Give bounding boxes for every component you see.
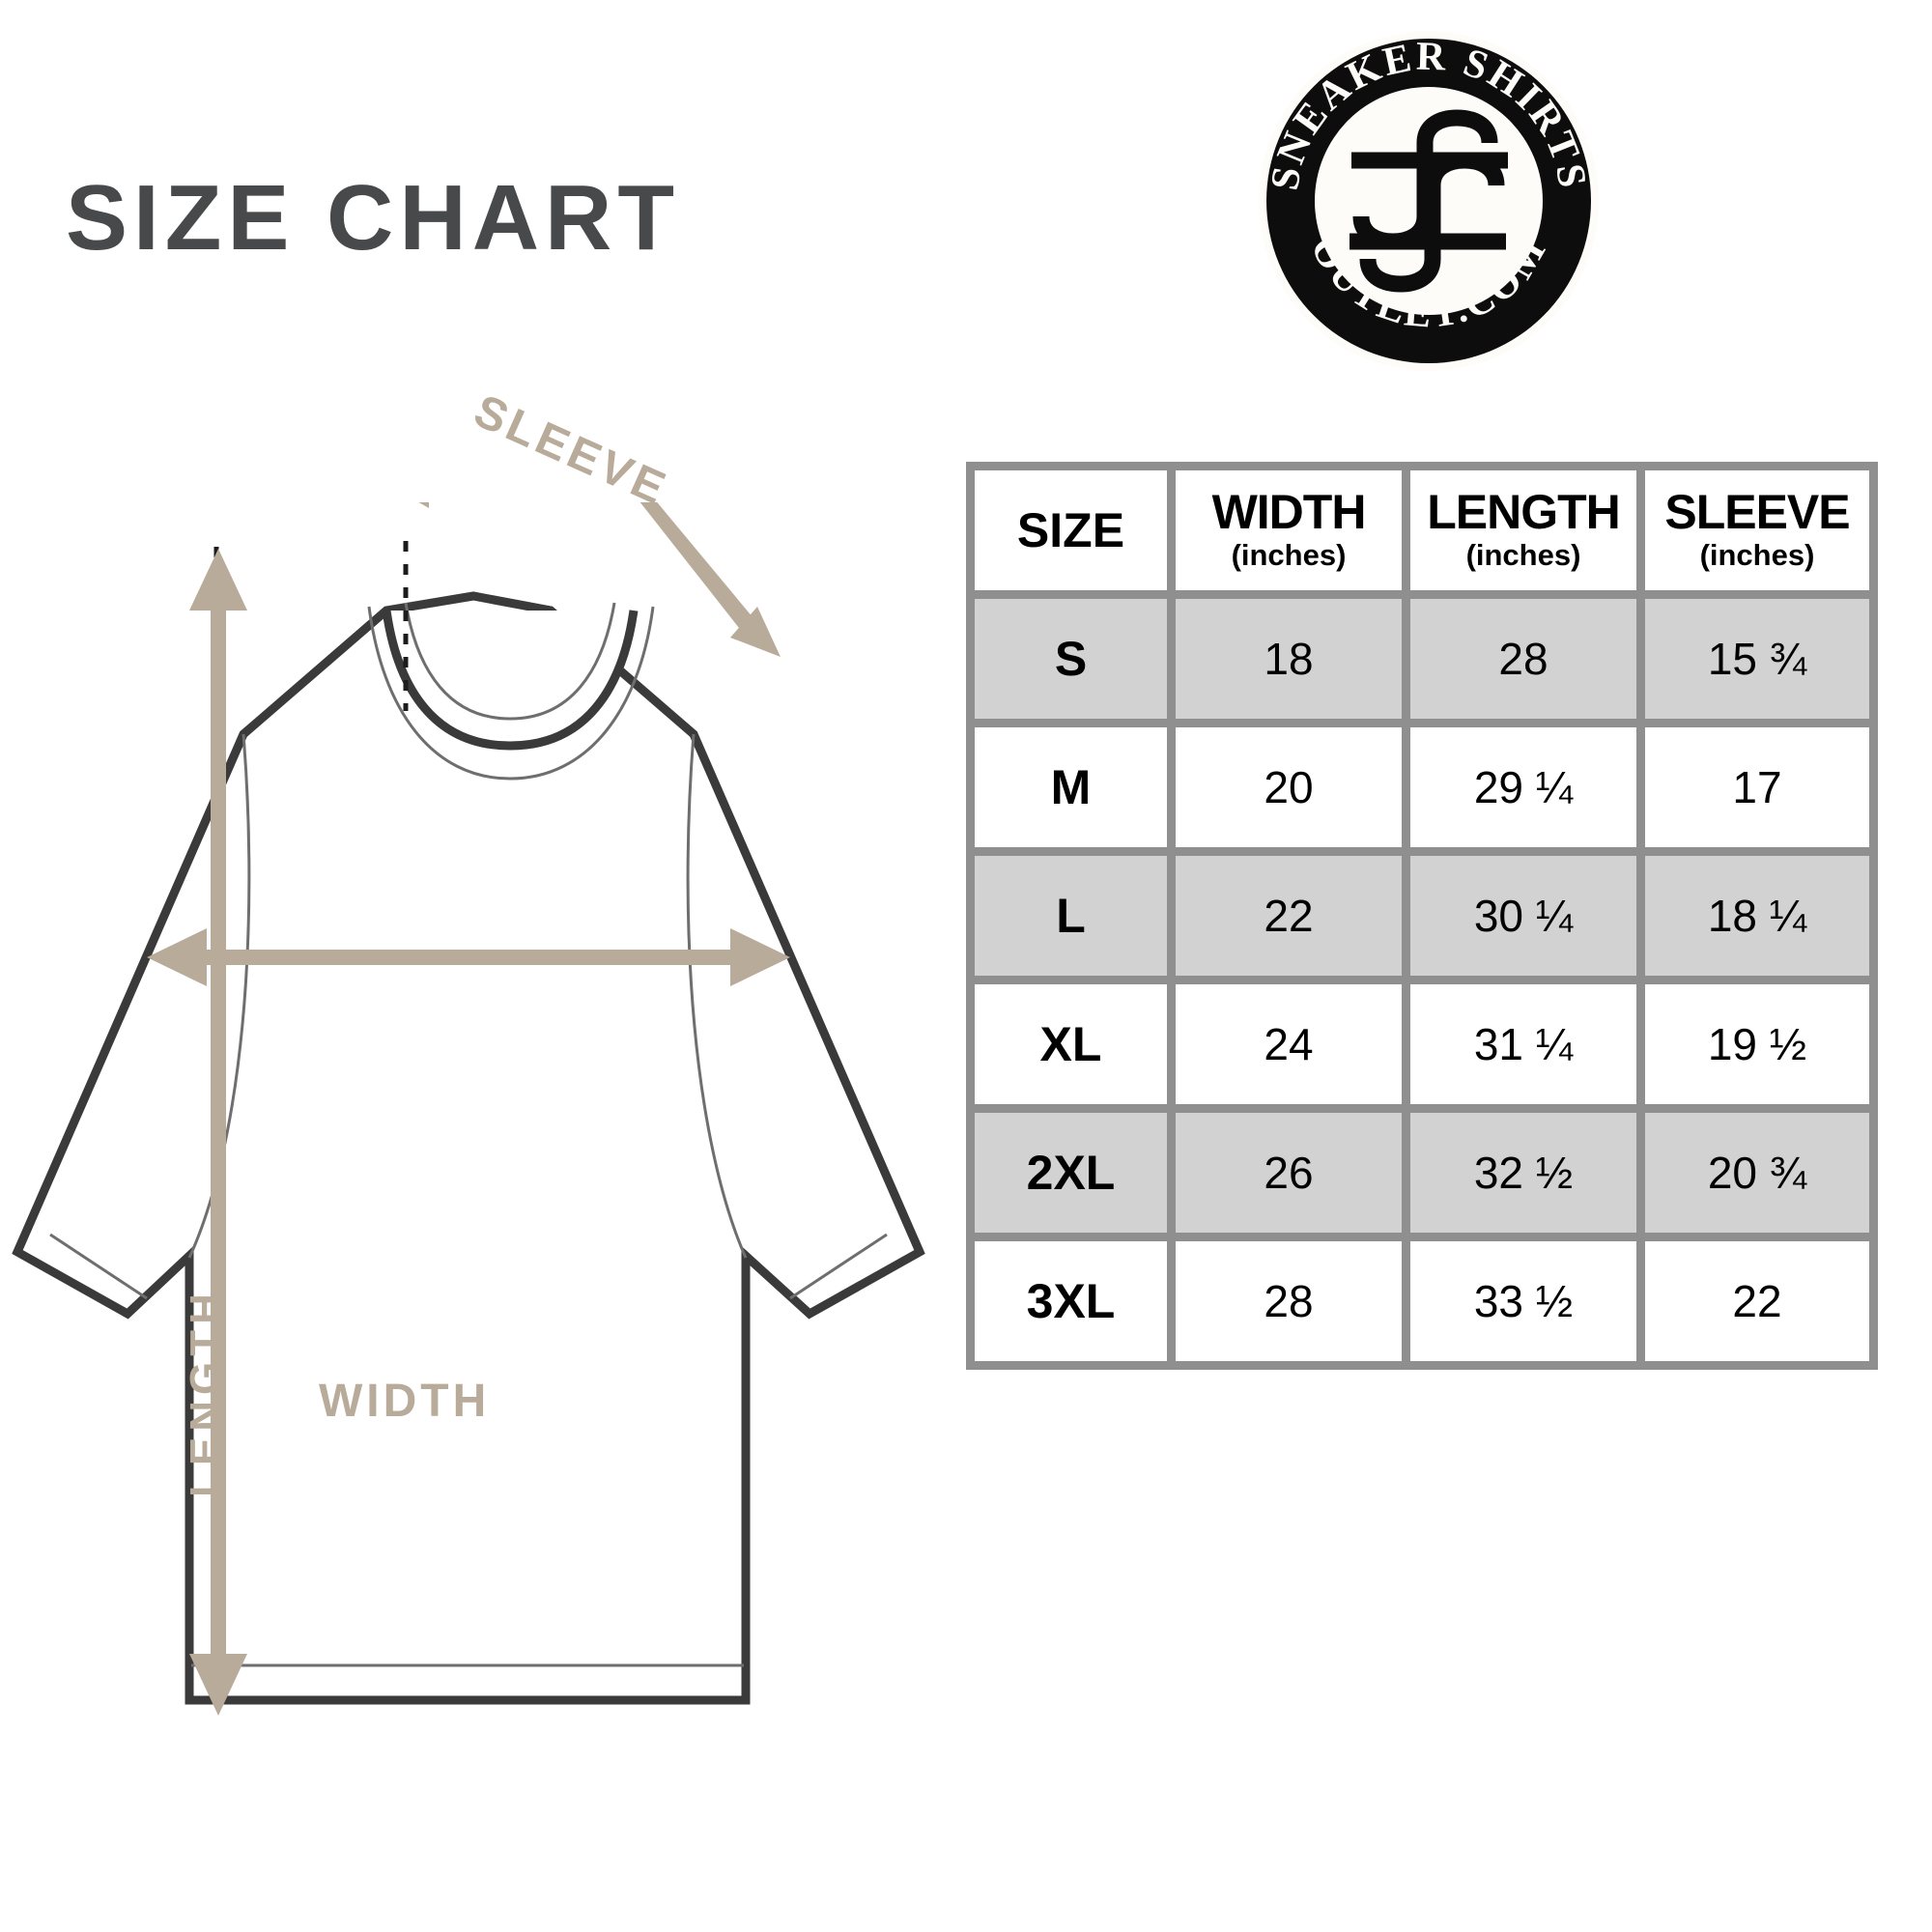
cell-length: 30 ¼ <box>1402 847 1645 984</box>
tshirt-diagram: WIDTH LENGTH <box>0 446 976 1739</box>
column-header-length: LENGTH (inches) <box>1402 462 1645 599</box>
tshirt-collar-outer <box>382 610 639 751</box>
cell-size: 3XL <box>966 1233 1176 1370</box>
width-arrow-head-left <box>147 928 207 986</box>
cell-width: 26 <box>1167 1104 1410 1241</box>
table-head: SIZE WIDTH (inches) LENGTH (inches) SLEE… <box>966 462 1878 599</box>
cell-length: 32 ½ <box>1402 1104 1645 1241</box>
column-header-sleeve-label: SLEEVE <box>1664 485 1850 540</box>
tshirt-diagram-svg <box>12 446 925 1716</box>
width-measure-arrow <box>147 928 790 986</box>
column-header-length-label: LENGTH <box>1427 485 1621 540</box>
width-arrow-shaft <box>182 950 757 965</box>
column-header-size: SIZE <box>966 462 1176 599</box>
column-header-size-label: SIZE <box>1016 502 1125 557</box>
table-row: XL 24 31 ¼ 19 ½ <box>966 976 1878 1113</box>
column-header-width-label: WIDTH <box>1211 485 1367 540</box>
cell-size: XL <box>966 976 1176 1113</box>
column-header-width-unit: (inches) <box>1231 538 1347 573</box>
tshirt-collar-stitch <box>404 602 616 721</box>
length-arrow-head-bottom <box>189 1654 247 1716</box>
cell-width: 22 <box>1167 847 1410 984</box>
cell-width: 18 <box>1167 590 1410 727</box>
table-body: S 18 28 15 ¾ M 20 29 ¼ 17 L 22 30 ¼ 18 ¼… <box>966 590 1878 1370</box>
table-row: 2XL 26 32 ½ 20 ¾ <box>966 1104 1878 1241</box>
diagram-label-sleeve: SLEEVE <box>467 384 676 517</box>
tshirt-body-outline <box>12 591 925 1705</box>
tshirt-collar-ribbing <box>367 606 655 781</box>
cell-size: M <box>966 719 1176 856</box>
cell-width: 28 <box>1167 1233 1410 1370</box>
column-header-length-unit: (inches) <box>1465 538 1581 573</box>
cell-sleeve: 17 <box>1636 719 1878 856</box>
length-arrow-shaft <box>211 587 226 1689</box>
table-row: S 18 28 15 ¾ <box>966 590 1878 727</box>
cell-sleeve: 15 ¾ <box>1636 590 1878 727</box>
brand-logo: SNEAKER SHIRTS OUTLET.COM <box>1255 27 1603 375</box>
cell-sleeve: 20 ¾ <box>1636 1104 1878 1241</box>
table-row: L 22 30 ¼ 18 ¼ <box>966 847 1878 984</box>
cell-sleeve: 18 ¼ <box>1636 847 1878 984</box>
cell-sleeve: 22 <box>1636 1233 1878 1370</box>
cell-width: 24 <box>1167 976 1410 1113</box>
length-measure-arrow <box>189 549 247 1716</box>
diagram-label-length: LENGTH <box>182 1288 229 1497</box>
tshirt-armhole-left <box>187 733 251 1259</box>
width-arrow-head-right <box>730 928 790 986</box>
tshirt-outline-group <box>12 591 925 1705</box>
sleeve-arrow-shaft-diagonal <box>614 469 763 641</box>
page-title: SIZE CHART <box>66 166 680 270</box>
length-arrow-head-top <box>189 549 247 611</box>
tshirt-cuff-right <box>789 1233 888 1300</box>
cell-length: 33 ½ <box>1402 1233 1645 1370</box>
cell-width: 20 <box>1167 719 1410 856</box>
sleeve-arrow-head-right <box>730 607 781 657</box>
sleeve-arrow-head-left <box>375 446 429 508</box>
logo-monogram <box>1350 109 1508 293</box>
cell-length: 31 ¼ <box>1402 976 1645 1113</box>
column-header-sleeve: SLEEVE (inches) <box>1636 462 1878 599</box>
diagram-label-width: WIDTH <box>319 1376 491 1427</box>
cell-size: 2XL <box>966 1104 1176 1241</box>
column-header-width: WIDTH (inches) <box>1167 462 1410 599</box>
cell-length: 29 ¼ <box>1402 719 1645 856</box>
cell-length: 28 <box>1402 590 1645 727</box>
tshirt-armhole-right <box>686 733 748 1259</box>
cell-size: L <box>966 847 1176 984</box>
brand-logo-svg: SNEAKER SHIRTS OUTLET.COM <box>1259 31 1599 371</box>
size-chart-table: SIZE WIDTH (inches) LENGTH (inches) SLEE… <box>966 462 1878 1370</box>
cell-size: S <box>966 590 1176 727</box>
cell-sleeve: 19 ½ <box>1636 976 1878 1113</box>
tshirt-cuff-left <box>49 1233 148 1300</box>
table-row: 3XL 28 33 ½ 22 <box>966 1233 1878 1370</box>
table-row: M 20 29 ¼ 17 <box>966 719 1878 856</box>
column-header-sleeve-unit: (inches) <box>1699 538 1815 573</box>
table-header-row: SIZE WIDTH (inches) LENGTH (inches) SLEE… <box>966 462 1878 599</box>
